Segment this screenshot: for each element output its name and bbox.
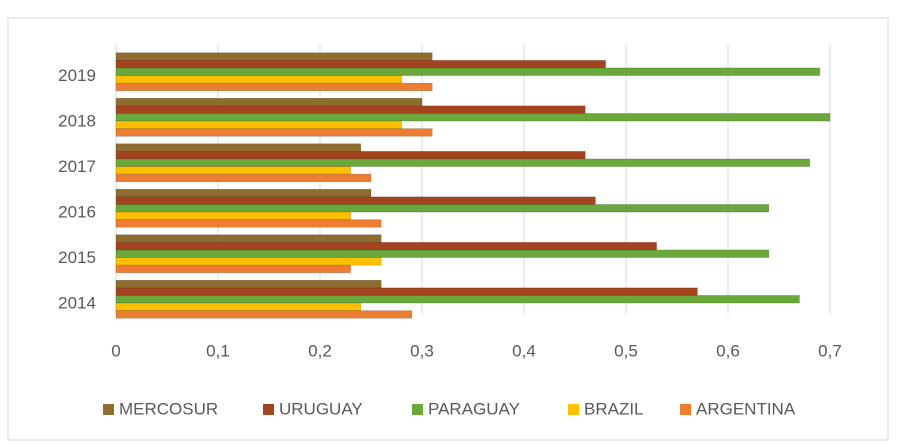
bar: [115, 211, 351, 220]
x-tick-label: 0,7: [818, 341, 842, 360]
bar: [115, 143, 362, 152]
bar: [115, 287, 698, 296]
legend-swatch: [680, 404, 691, 415]
bar: [115, 279, 382, 289]
chart-border: [7, 17, 889, 441]
bar: [115, 52, 433, 61]
bar: [115, 257, 382, 266]
bar: [115, 204, 770, 213]
bar: [115, 196, 596, 205]
bar: [115, 249, 770, 258]
bar: [115, 295, 800, 304]
bar: [115, 188, 372, 198]
legend-label: BRAZIL: [584, 399, 644, 418]
x-tick-label: 0,1: [206, 341, 230, 360]
legend-label: MERCOSUR: [119, 399, 218, 418]
legend-label: PARAGUAY: [428, 399, 520, 418]
bar: [115, 310, 413, 319]
legend-label: ARGENTINA: [696, 399, 796, 418]
y-tick-label: 2014: [58, 294, 96, 313]
x-tick-label: 0: [111, 341, 120, 360]
legend-swatch: [568, 404, 579, 415]
bar: [115, 105, 586, 114]
bar: [115, 219, 382, 228]
bar: [115, 113, 831, 122]
bar: [115, 264, 351, 274]
x-tick-label: 0,5: [614, 341, 638, 360]
y-tick-label: 2017: [58, 157, 96, 176]
legend-label: URUGUAY: [279, 399, 363, 418]
legend-swatch: [103, 404, 114, 415]
y-tick-label: 2016: [58, 203, 96, 222]
bar: [115, 158, 810, 167]
x-tick-label: 0,2: [308, 341, 332, 360]
bar: [115, 82, 433, 92]
bar: [115, 60, 606, 69]
bar: [115, 120, 402, 129]
bar: [115, 173, 372, 183]
bar: [115, 234, 382, 243]
bar: [115, 97, 423, 107]
bar: [115, 128, 433, 137]
bar: [115, 166, 351, 175]
y-tick-label: 2018: [58, 112, 96, 131]
bar: [115, 67, 821, 76]
x-tick-label: 0,3: [410, 341, 434, 360]
legend-swatch: [263, 404, 274, 415]
x-tick-label: 0,4: [512, 341, 536, 360]
bar: [115, 75, 402, 84]
y-tick-label: 2015: [58, 248, 96, 267]
legend-swatch: [412, 404, 423, 415]
x-tick-label: 0,6: [716, 341, 740, 360]
bar: [115, 302, 362, 311]
y-tick-label: 2019: [58, 66, 96, 85]
bar: [115, 242, 657, 251]
bar: [115, 151, 586, 160]
